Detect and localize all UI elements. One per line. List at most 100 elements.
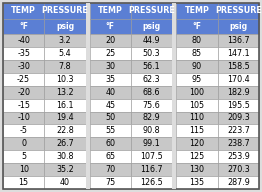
Bar [176, 34, 218, 47]
Text: 90: 90 [192, 62, 202, 71]
Text: -30: -30 [17, 62, 30, 71]
Bar [3, 60, 44, 73]
Bar [44, 3, 86, 19]
Text: 75.6: 75.6 [143, 101, 161, 110]
Text: PRESSURE: PRESSURE [215, 6, 262, 15]
Text: 56.1: 56.1 [143, 62, 161, 71]
Bar [90, 60, 131, 73]
Bar [3, 47, 44, 60]
Text: 7.8: 7.8 [59, 62, 71, 71]
Bar [3, 19, 44, 34]
Text: 110: 110 [189, 113, 205, 122]
Bar [176, 86, 218, 99]
Text: 15: 15 [19, 178, 29, 187]
Bar [90, 73, 131, 86]
Text: -10: -10 [17, 113, 30, 122]
Bar [131, 112, 172, 124]
Text: 44.9: 44.9 [143, 36, 161, 45]
Bar [218, 137, 259, 150]
Text: 253.9: 253.9 [227, 152, 250, 161]
Bar [218, 60, 259, 73]
Bar [90, 19, 131, 34]
Bar [3, 112, 44, 124]
Text: 22.8: 22.8 [56, 126, 74, 135]
Text: 45: 45 [105, 101, 115, 110]
Bar [90, 112, 131, 124]
Text: 195.5: 195.5 [227, 101, 250, 110]
Bar [218, 19, 259, 34]
Bar [176, 112, 218, 124]
Text: 80: 80 [192, 36, 202, 45]
Bar [172, 3, 176, 189]
Bar [44, 150, 86, 163]
Text: 35.2: 35.2 [56, 165, 74, 174]
Text: TEMP: TEMP [184, 6, 209, 15]
Bar [44, 176, 86, 189]
Bar [176, 137, 218, 150]
Bar [44, 60, 86, 73]
Bar [44, 137, 86, 150]
Text: 85: 85 [192, 49, 202, 58]
Bar [218, 99, 259, 112]
Bar [176, 47, 218, 60]
Text: 223.7: 223.7 [227, 126, 250, 135]
Text: 287.9: 287.9 [227, 178, 250, 187]
Bar [131, 163, 172, 176]
Text: PRESSURE: PRESSURE [128, 6, 175, 15]
Bar [218, 176, 259, 189]
Text: 10.3: 10.3 [56, 75, 74, 84]
Text: 182.9: 182.9 [227, 88, 250, 97]
Text: 16.1: 16.1 [56, 101, 74, 110]
Bar [218, 150, 259, 163]
Bar [44, 112, 86, 124]
Bar [3, 150, 44, 163]
Text: 136.7: 136.7 [227, 36, 250, 45]
Bar [176, 3, 218, 19]
Bar [90, 150, 131, 163]
Text: 90.8: 90.8 [143, 126, 161, 135]
Text: 68.6: 68.6 [143, 88, 160, 97]
Bar [131, 137, 172, 150]
Bar [3, 73, 44, 86]
Text: 270.3: 270.3 [227, 165, 250, 174]
Bar [218, 34, 259, 47]
Text: -40: -40 [17, 36, 30, 45]
Text: 40: 40 [60, 178, 70, 187]
Bar [218, 3, 259, 19]
Bar [218, 73, 259, 86]
Bar [176, 163, 218, 176]
Bar [3, 124, 44, 137]
Text: 116.7: 116.7 [140, 165, 163, 174]
Text: 30.8: 30.8 [56, 152, 74, 161]
Bar [90, 86, 131, 99]
Text: 62.3: 62.3 [143, 75, 161, 84]
Bar [131, 176, 172, 189]
Bar [90, 176, 131, 189]
Bar [131, 47, 172, 60]
Text: 99.1: 99.1 [143, 139, 161, 148]
Bar [131, 3, 172, 19]
Text: 126.5: 126.5 [140, 178, 163, 187]
Text: PRESSURE: PRESSURE [42, 6, 88, 15]
Text: 209.3: 209.3 [227, 113, 250, 122]
Bar [44, 99, 86, 112]
Bar [218, 86, 259, 99]
Bar [3, 163, 44, 176]
Bar [218, 112, 259, 124]
Text: psig: psig [229, 22, 247, 31]
Text: 105: 105 [189, 101, 205, 110]
Text: -15: -15 [17, 101, 30, 110]
Bar [218, 124, 259, 137]
Bar [44, 19, 86, 34]
Text: 100: 100 [189, 88, 205, 97]
Bar [3, 34, 44, 47]
Bar [90, 3, 131, 19]
Bar [176, 99, 218, 112]
Text: 3.2: 3.2 [59, 36, 71, 45]
Text: 75: 75 [105, 178, 116, 187]
Text: 20: 20 [105, 36, 115, 45]
Bar [44, 73, 86, 86]
Bar [176, 124, 218, 137]
Text: 130: 130 [189, 165, 205, 174]
Text: -25: -25 [17, 75, 30, 84]
